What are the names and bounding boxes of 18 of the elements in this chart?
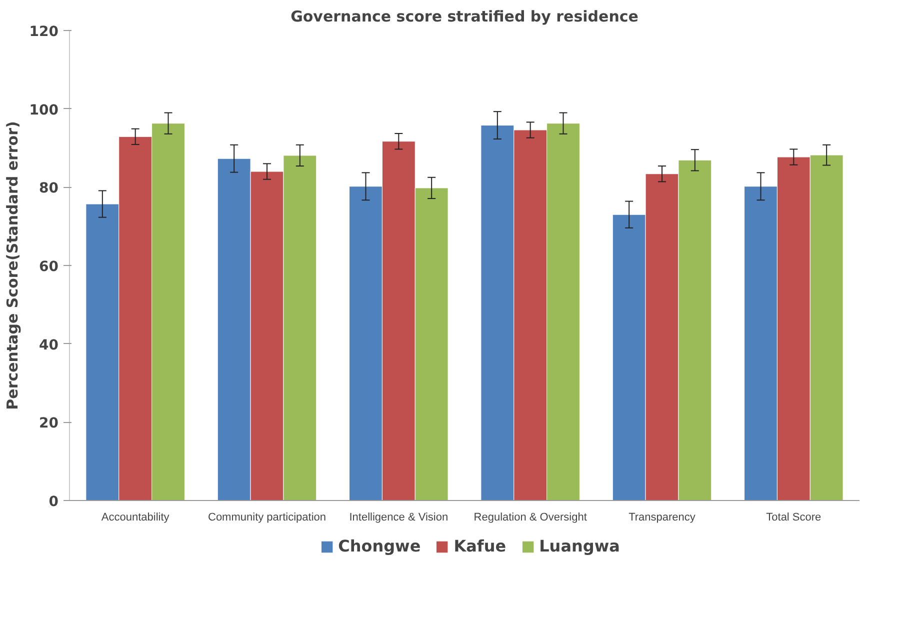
chart-title: Governance score stratified by residence bbox=[290, 8, 638, 26]
y-axis-title: Percentage Score(Standard error) bbox=[3, 121, 22, 410]
x-tick-label: Intelligence & Vision bbox=[349, 512, 448, 524]
y-tick-label: 40 bbox=[39, 337, 59, 354]
legend-label: Luangwa bbox=[539, 536, 620, 556]
legend-label: Chongwe bbox=[338, 536, 421, 556]
x-tick-label: Total Score bbox=[766, 512, 822, 524]
y-tick-label: 20 bbox=[39, 416, 59, 432]
legend-label: Kafue bbox=[454, 536, 506, 556]
y-tick-label: 60 bbox=[39, 259, 59, 275]
y-tick-label: 120 bbox=[29, 24, 59, 40]
x-tick-label: Accountability bbox=[101, 512, 170, 524]
x-tick-label: Regulation & Oversight bbox=[474, 512, 587, 524]
y-tick-label: 100 bbox=[29, 102, 59, 118]
x-tick-label: Community participation bbox=[208, 512, 326, 524]
y-tick-label: 0 bbox=[48, 494, 59, 510]
x-tick-label: Transparency bbox=[628, 512, 696, 524]
y-tick-label: 80 bbox=[39, 180, 59, 197]
